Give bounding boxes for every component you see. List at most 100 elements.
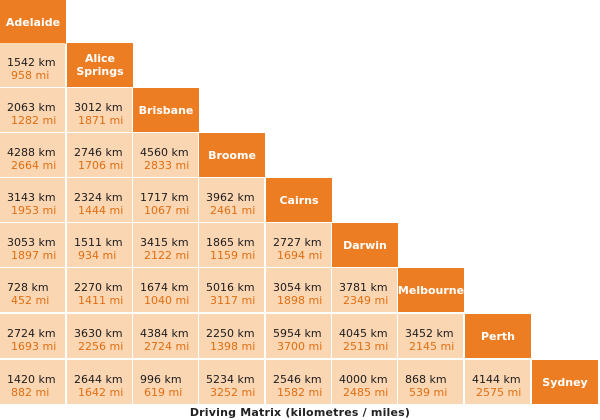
- distance-cell: 3053 km 1897 mi: [0, 223, 65, 267]
- distance-km: 3053 km: [7, 236, 56, 249]
- distance-mi: 2145 mi: [409, 340, 455, 353]
- distance-km: 1420 km: [7, 373, 56, 386]
- distance-km: 2063 km: [7, 101, 56, 114]
- distance-mi: 539 mi: [409, 386, 448, 399]
- distance-cell: 1542 km 958 mi: [0, 43, 65, 87]
- distance-cell: 996 km 619 mi: [133, 360, 198, 404]
- distance-cell: 728 km 452 mi: [0, 268, 65, 312]
- city-header-brisbane: Brisbane: [133, 88, 199, 132]
- distance-cell: 3143 km 1953 mi: [0, 178, 65, 222]
- distance-mi: 1953 mi: [11, 204, 57, 217]
- distance-cell: 1420 km 882 mi: [0, 360, 65, 404]
- distance-cell: 3630 km 2256 mi: [67, 314, 132, 358]
- distance-km: 4045 km: [339, 327, 388, 340]
- distance-mi: 2513 mi: [343, 340, 389, 353]
- distance-cell: 3054 km 1898 mi: [266, 268, 331, 312]
- distance-cell: 2063 km 1282 mi: [0, 88, 65, 132]
- distance-cell: 2546 km 1582 mi: [266, 360, 331, 404]
- distance-km: 4288 km: [7, 146, 56, 159]
- distance-mi: 2833 mi: [144, 159, 190, 172]
- distance-km: 2727 km: [273, 236, 322, 249]
- distance-mi: 2461 mi: [210, 204, 256, 217]
- distance-cell: 4045 km 2513 mi: [332, 314, 397, 358]
- distance-mi: 1582 mi: [277, 386, 323, 399]
- distance-km: 2250 km: [206, 327, 255, 340]
- distance-km: 2644 km: [74, 373, 123, 386]
- distance-cell: 4144 km 2575 mi: [465, 360, 530, 404]
- distance-km: 728 km: [7, 281, 49, 294]
- distance-km: 1511 km: [74, 236, 123, 249]
- distance-km: 5234 km: [206, 373, 255, 386]
- distance-mi: 2256 mi: [78, 340, 124, 353]
- distance-km: 1674 km: [140, 281, 189, 294]
- distance-mi: 3117 mi: [210, 294, 256, 307]
- distance-km: 3143 km: [7, 191, 56, 204]
- distance-mi: 2485 mi: [343, 386, 389, 399]
- city-header-perth: Perth: [465, 314, 531, 358]
- distance-cell: 3415 km 2122 mi: [133, 223, 198, 267]
- distance-km: 996 km: [140, 373, 182, 386]
- distance-mi: 1444 mi: [78, 204, 124, 217]
- distance-km: 3415 km: [140, 236, 189, 249]
- distance-mi: 619 mi: [144, 386, 183, 399]
- distance-km: 1865 km: [206, 236, 255, 249]
- distance-mi: 1694 mi: [277, 249, 323, 262]
- city-header-broome: Broome: [199, 133, 265, 177]
- distance-mi: 1871 mi: [78, 114, 124, 127]
- distance-mi: 1642 mi: [78, 386, 124, 399]
- matrix-caption: Driving Matrix (kilometres / miles): [189, 406, 411, 419]
- distance-km: 4144 km: [472, 373, 521, 386]
- distance-km: 868 km: [405, 373, 447, 386]
- distance-cell: 4288 km 2664 mi: [0, 133, 65, 177]
- distance-mi: 1398 mi: [210, 340, 256, 353]
- distance-cell: 3962 km 2461 mi: [199, 178, 264, 222]
- distance-km: 2324 km: [74, 191, 123, 204]
- distance-km: 5016 km: [206, 281, 255, 294]
- distance-km: 4000 km: [339, 373, 388, 386]
- distance-km: 5954 km: [273, 327, 322, 340]
- distance-cell: 868 km 539 mi: [398, 360, 463, 404]
- distance-mi: 452 mi: [11, 294, 50, 307]
- distance-cell: 4384 km 2724 mi: [133, 314, 198, 358]
- distance-mi: 2122 mi: [144, 249, 190, 262]
- distance-mi: 882 mi: [11, 386, 50, 399]
- distance-cell: 2644 km 1642 mi: [67, 360, 132, 404]
- distance-cell: 4560 km 2833 mi: [133, 133, 198, 177]
- distance-cell: 2724 km 1693 mi: [0, 314, 65, 358]
- city-header-alice-springs: Alice Springs: [67, 43, 133, 87]
- city-header-cairns: Cairns: [266, 178, 332, 222]
- distance-cell: 2727 km 1694 mi: [266, 223, 331, 267]
- distance-mi: 1897 mi: [11, 249, 57, 262]
- distance-km: 1542 km: [7, 56, 56, 69]
- city-header-sydney: Sydney: [532, 360, 598, 404]
- distance-cell: 5016 km 3117 mi: [199, 268, 264, 312]
- distance-mi: 2724 mi: [144, 340, 190, 353]
- distance-cell: 5954 km 3700 mi: [266, 314, 331, 358]
- driving-matrix: Adelaide Alice Springs 1542 km 958 mi Brisba…: [0, 0, 598, 404]
- distance-mi: 1282 mi: [11, 114, 57, 127]
- distance-mi: 1693 mi: [11, 340, 57, 353]
- distance-mi: 958 mi: [11, 69, 50, 82]
- distance-cell: 1717 km 1067 mi: [133, 178, 198, 222]
- distance-mi: 1411 mi: [78, 294, 124, 307]
- distance-km: 3781 km: [339, 281, 388, 294]
- distance-mi: 3700 mi: [277, 340, 323, 353]
- distance-km: 2746 km: [74, 146, 123, 159]
- distance-km: 3630 km: [74, 327, 123, 340]
- distance-cell: 2324 km 1444 mi: [67, 178, 132, 222]
- distance-km: 3012 km: [74, 101, 123, 114]
- distance-mi: 2664 mi: [11, 159, 57, 172]
- distance-km: 2546 km: [273, 373, 322, 386]
- distance-cell: 3452 km 2145 mi: [398, 314, 463, 358]
- distance-mi: 2349 mi: [343, 294, 389, 307]
- distance-km: 2724 km: [7, 327, 56, 340]
- distance-mi: 934 mi: [78, 249, 117, 262]
- city-header-melbourne: Melbourne: [398, 268, 464, 312]
- distance-mi: 2575 mi: [476, 386, 522, 399]
- distance-cell: 1865 km 1159 mi: [199, 223, 264, 267]
- distance-cell: 1674 km 1040 mi: [133, 268, 198, 312]
- distance-cell: 3781 km 2349 mi: [332, 268, 397, 312]
- distance-km: 4560 km: [140, 146, 189, 159]
- city-header-adelaide: Adelaide: [0, 0, 66, 44]
- distance-mi: 3252 mi: [210, 386, 256, 399]
